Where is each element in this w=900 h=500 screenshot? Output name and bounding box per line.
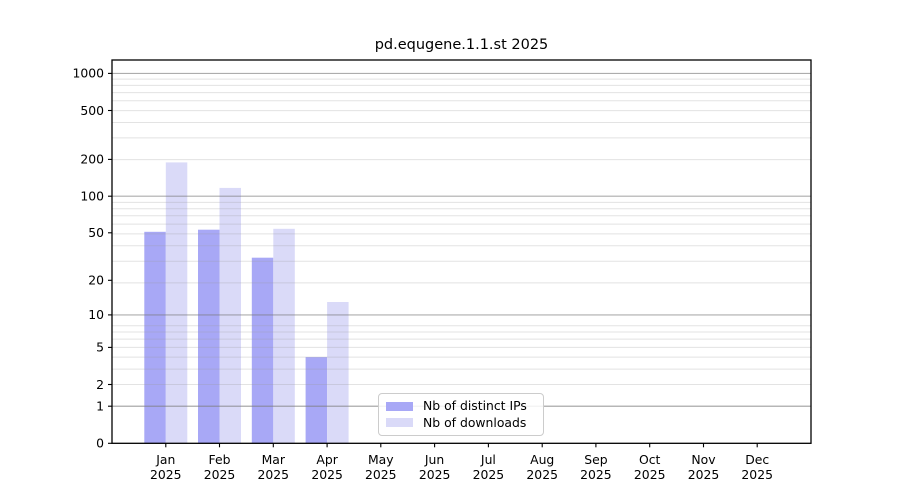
bar-distinct-ips-jan — [144, 231, 166, 444]
x-tick-label-month: Feb — [209, 452, 231, 467]
y-tick-label: 5 — [96, 340, 104, 355]
x-tick-label-month: Aug — [530, 452, 554, 467]
x-tick-label-year: 2025 — [580, 467, 612, 482]
chart-title: pd.equgene.1.1.st 2025 — [374, 37, 549, 53]
legend-label-distinct-ips: Nb of distinct IPs — [423, 398, 527, 414]
bar-downloads-mar — [273, 228, 295, 444]
x-tick-label-month: Jan — [155, 452, 175, 467]
x-tick-label-year: 2025 — [473, 467, 505, 482]
x-tick-label-month: Oct — [639, 452, 661, 467]
bar-distinct-ips-apr — [305, 357, 328, 444]
x-tick-label-year: 2025 — [204, 467, 236, 482]
legend-swatch-downloads — [386, 418, 413, 428]
bar-downloads-jan — [165, 162, 188, 444]
x-tick-label-month: Dec — [745, 452, 769, 467]
plot-frame — [111, 59, 812, 444]
y-tick-label: 200 — [80, 152, 104, 167]
x-tick-label-month: Jul — [480, 452, 496, 467]
x-tick-label-month: Jun — [424, 452, 444, 467]
legend-item-downloads: Nb of downloads — [386, 415, 537, 431]
x-tick-label-year: 2025 — [688, 467, 720, 482]
x-tick-label-year: 2025 — [311, 467, 343, 482]
x-tick-label-month: Mar — [262, 452, 286, 467]
y-tick-label: 20 — [88, 273, 104, 288]
legend-swatch-distinct-ips — [386, 401, 413, 411]
legend-label-downloads: Nb of downloads — [423, 414, 527, 430]
legend: Nb of distinct IPs Nb of downloads — [378, 393, 544, 436]
y-tick-label: 0 — [96, 436, 104, 451]
bar-distinct-ips-mar — [251, 257, 274, 444]
x-tick-label-year: 2025 — [526, 467, 558, 482]
x-tick-label-year: 2025 — [258, 467, 290, 482]
bar-downloads-feb — [219, 187, 241, 444]
y-tick-label: 100 — [80, 189, 104, 204]
x-tick-label-month: May — [368, 452, 394, 467]
x-tick-label-month: Nov — [691, 452, 715, 467]
y-tick-label: 2 — [96, 377, 104, 392]
x-tick-label-year: 2025 — [419, 467, 451, 482]
bar-downloads-apr — [327, 302, 349, 444]
y-tick-label: 50 — [88, 225, 104, 240]
x-tick-label-year: 2025 — [741, 467, 773, 482]
x-tick-label-year: 2025 — [365, 467, 397, 482]
y-tick-label: 1 — [96, 399, 104, 414]
x-tick-label-month: Apr — [316, 452, 338, 467]
y-tick-label: 10 — [88, 307, 104, 322]
x-tick-label-year: 2025 — [634, 467, 666, 482]
y-tick-label: 1000 — [72, 66, 104, 81]
y-tick-label: 500 — [80, 103, 104, 118]
x-tick-label-year: 2025 — [150, 467, 182, 482]
bar-distinct-ips-feb — [198, 229, 220, 444]
x-tick-label-month: Sep — [584, 452, 607, 467]
legend-item-distinct-ips: Nb of distinct IPs — [386, 398, 537, 414]
